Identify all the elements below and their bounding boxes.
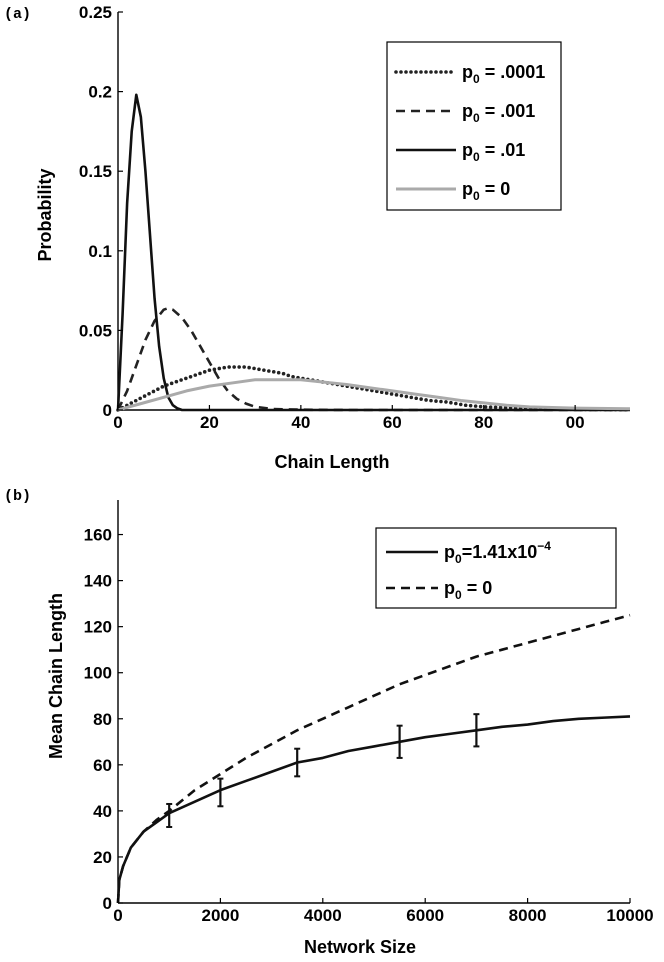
panel-b-x-axis-label: Network Size bbox=[304, 937, 416, 957]
y-tick-label: 80 bbox=[93, 710, 112, 729]
x-tick-label: 8000 bbox=[509, 906, 547, 925]
legend-label: p0=1.41x10−4 bbox=[444, 539, 551, 566]
legend-box bbox=[386, 41, 562, 211]
x-tick-label: 4000 bbox=[304, 906, 342, 925]
y-tick-label: 0 bbox=[103, 894, 112, 913]
legend-label: p0 = .01 bbox=[462, 140, 525, 164]
panel-b-x-ticks: 0 2000 4000 6000 8000 10000 bbox=[113, 898, 654, 925]
x-tick-label: 60 bbox=[383, 413, 402, 432]
panel-b-y-ticks: 0 20 40 60 80 100 120 140 160 bbox=[84, 526, 123, 913]
panel-b-legend: p0=1.41x10−4 p0 = 0 bbox=[375, 527, 617, 609]
panel-a-x-ticks: 0 20 40 60 80 00 bbox=[113, 405, 585, 432]
panel-b: (b) 0 2000 4000 6000 8000 10000 0 20 40 60 80 100 1… bbox=[4, 488, 654, 957]
panel-a-label: (a) bbox=[4, 6, 31, 23]
x-tick-label: 00 bbox=[566, 413, 585, 432]
error-bar bbox=[396, 724, 403, 759]
y-tick-label: 0.25 bbox=[79, 3, 112, 22]
x-tick-label: 0 bbox=[113, 413, 122, 432]
legend-label: p0 = .0001 bbox=[462, 62, 545, 86]
x-tick-label: 40 bbox=[291, 413, 310, 432]
series-line-0 bbox=[116, 365, 632, 412]
series-line-0 bbox=[116, 715, 631, 904]
panel-a-legend: p0 = .0001 p0 = .001 p0 = .01 p0 = 0 bbox=[386, 41, 562, 211]
y-tick-label: 40 bbox=[93, 802, 112, 821]
series-line-1 bbox=[116, 306, 630, 412]
y-tick-label: 60 bbox=[93, 756, 112, 775]
x-tick-label: 6000 bbox=[406, 906, 444, 925]
y-tick-label: 0 bbox=[103, 401, 112, 420]
panel-a-y-axis-label: Probability bbox=[35, 168, 55, 261]
legend-box bbox=[375, 527, 617, 609]
x-tick-label: 20 bbox=[200, 413, 219, 432]
series-line-2 bbox=[116, 93, 630, 412]
legend-entry: p0 = .01 bbox=[396, 140, 525, 164]
panel-a-plot-area bbox=[116, 12, 632, 412]
panel-a-y-ticks: 0 0.05 0.1 0.15 0.2 0.25 bbox=[79, 3, 123, 420]
x-tick-label: 10000 bbox=[606, 906, 653, 925]
legend-entry: p0 = .0001 bbox=[394, 62, 545, 86]
panel-a: (a) 0 20 40 60 80 00 0 0.05 0.1 0.15 0.2 0.25 Chai… bbox=[4, 3, 632, 472]
error-bar bbox=[166, 802, 173, 829]
legend-label: p0 = 0 bbox=[444, 578, 492, 602]
error-bar bbox=[217, 777, 224, 808]
panel-b-y-axis-label: Mean Chain Length bbox=[46, 593, 66, 759]
y-tick-label: 0.05 bbox=[79, 321, 112, 340]
panel-a-x-axis-label: Chain Length bbox=[275, 452, 390, 472]
y-tick-label: 140 bbox=[84, 572, 112, 591]
legend-entry: p0 = 0 bbox=[386, 578, 492, 602]
x-tick-label: 2000 bbox=[201, 906, 239, 925]
legend-entry: p0=1.41x10−4 bbox=[386, 539, 551, 566]
legend-entry: p0 = .001 bbox=[396, 101, 535, 125]
legend-label: p0 = .001 bbox=[462, 101, 535, 125]
y-tick-label: 20 bbox=[93, 848, 112, 867]
x-tick-label: 80 bbox=[474, 413, 493, 432]
series-line-3 bbox=[117, 378, 631, 412]
x-tick-label: 0 bbox=[113, 906, 122, 925]
error-bar bbox=[473, 713, 480, 748]
legend-label: p0 = 0 bbox=[462, 179, 510, 203]
panel-b-label: (b) bbox=[4, 488, 31, 505]
y-tick-label: 120 bbox=[84, 618, 112, 637]
y-tick-label: 100 bbox=[84, 664, 112, 683]
panel-b-plot-area bbox=[116, 500, 631, 904]
y-tick-label: 0.1 bbox=[88, 242, 112, 261]
y-tick-label: 160 bbox=[84, 526, 112, 545]
series-line-1 bbox=[116, 613, 631, 904]
y-tick-label: 0.2 bbox=[88, 83, 112, 102]
y-tick-label: 0.15 bbox=[79, 162, 112, 181]
error-bar bbox=[294, 747, 301, 778]
legend-entry: p0 = 0 bbox=[396, 179, 510, 203]
